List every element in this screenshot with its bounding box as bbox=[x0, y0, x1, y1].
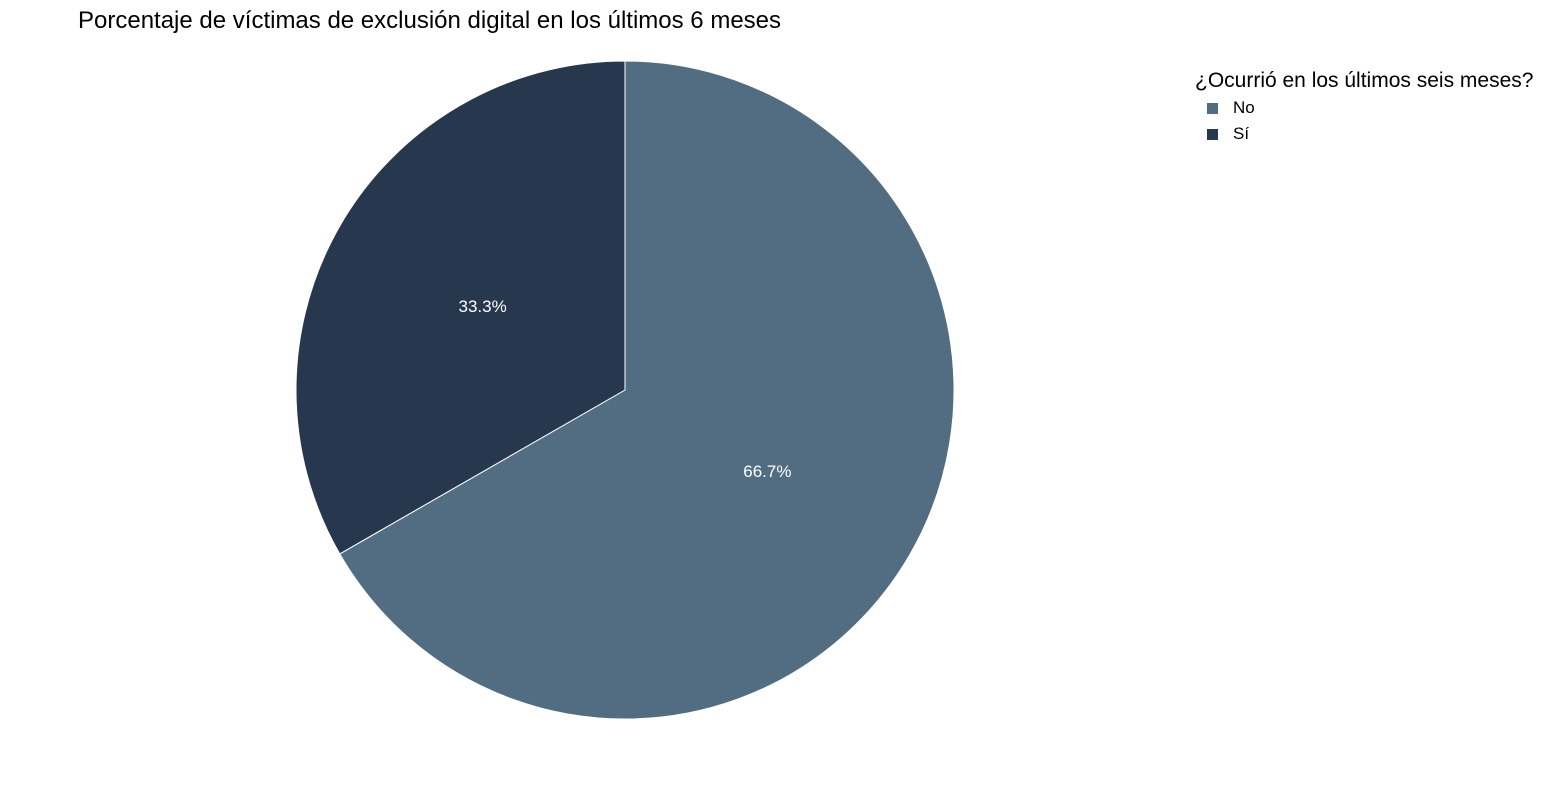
pie-slice-no[interactable] bbox=[339, 60, 955, 720]
pie-slices bbox=[295, 60, 955, 720]
legend-item-si[interactable]: Sí bbox=[1195, 121, 1533, 147]
legend-swatch-no bbox=[1207, 102, 1218, 114]
pie-slice-labels: 66.7% 33.3% bbox=[459, 297, 792, 481]
legend: ¿Ocurrió en los últimos seis meses? No S… bbox=[1195, 69, 1533, 147]
pie-slice-si[interactable] bbox=[295, 60, 626, 555]
legend-label-si: Sí bbox=[1233, 124, 1250, 143]
legend-label-no: No bbox=[1233, 98, 1255, 117]
legend-item-no[interactable]: No bbox=[1195, 95, 1533, 121]
slice-label-no: 66.7% bbox=[743, 462, 791, 481]
slice-label-si: 33.3% bbox=[459, 297, 507, 316]
legend-title: ¿Ocurrió en los últimos seis meses? bbox=[1195, 69, 1534, 92]
legend-swatch-si bbox=[1207, 128, 1218, 140]
chart-title: Porcentaje de víctimas de exclusión digi… bbox=[78, 7, 782, 34]
